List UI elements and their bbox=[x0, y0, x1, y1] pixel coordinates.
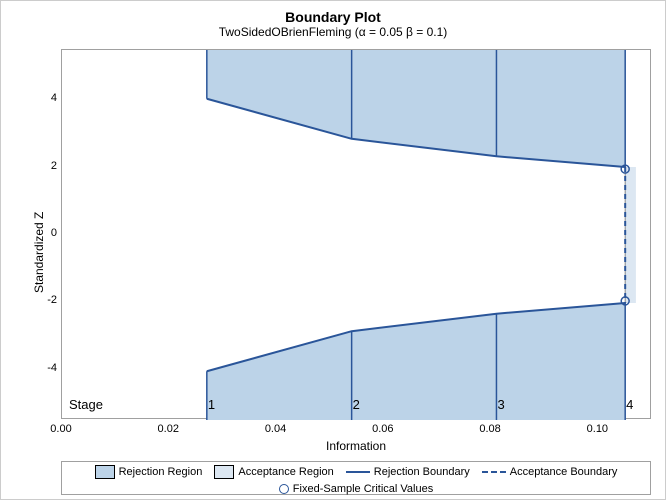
rejection-region-upper bbox=[207, 50, 625, 167]
legend-item: Fixed-Sample Critical Values bbox=[279, 483, 433, 495]
legend-label: Fixed-Sample Critical Values bbox=[293, 483, 433, 495]
legend: Rejection Region Acceptance Region Rejecti… bbox=[61, 461, 651, 495]
stage-number: 2 bbox=[353, 397, 360, 412]
legend-item: Acceptance Region bbox=[214, 465, 333, 479]
y-tick-label: -2 bbox=[27, 294, 57, 306]
legend-swatch-icon bbox=[95, 465, 115, 479]
stage-number: 4 bbox=[626, 397, 633, 412]
stage-number: 1 bbox=[208, 397, 215, 412]
legend-swatch-icon bbox=[214, 465, 234, 479]
legend-label: Acceptance Region bbox=[238, 466, 333, 478]
x-tick-label: 0.00 bbox=[41, 423, 81, 435]
plot-area bbox=[61, 49, 651, 419]
acceptance-region bbox=[625, 167, 636, 303]
legend-label: Acceptance Boundary bbox=[510, 466, 618, 478]
x-tick-label: 0.06 bbox=[363, 423, 403, 435]
stage-word: Stage bbox=[69, 397, 103, 412]
legend-circle-icon bbox=[279, 484, 289, 494]
legend-item: Acceptance Boundary bbox=[482, 466, 618, 478]
y-tick-label: 0 bbox=[27, 227, 57, 239]
y-tick-label: 2 bbox=[27, 160, 57, 172]
legend-label: Rejection Region bbox=[119, 466, 203, 478]
x-tick-label: 0.10 bbox=[577, 423, 617, 435]
legend-dash-icon bbox=[482, 471, 506, 473]
legend-item: Rejection Boundary bbox=[346, 466, 470, 478]
chart-container: Boundary Plot TwoSidedOBrienFleming (α =… bbox=[0, 0, 666, 500]
chart-subtitle: TwoSidedOBrienFleming (α = 0.05 β = 0.1) bbox=[1, 25, 665, 43]
y-tick-label: -4 bbox=[27, 362, 57, 374]
chart-title: Boundary Plot bbox=[1, 1, 665, 25]
rejection-region-lower bbox=[207, 303, 625, 420]
stage-number: 3 bbox=[497, 397, 504, 412]
x-tick-label: 0.04 bbox=[256, 423, 296, 435]
legend-item: Rejection Region bbox=[95, 465, 203, 479]
legend-label: Rejection Boundary bbox=[374, 466, 470, 478]
x-axis-label: Information bbox=[61, 439, 651, 453]
x-tick-label: 0.02 bbox=[148, 423, 188, 435]
plot-svg bbox=[62, 50, 652, 420]
y-tick-label: 4 bbox=[27, 92, 57, 104]
legend-line-icon bbox=[346, 471, 370, 473]
x-tick-label: 0.08 bbox=[470, 423, 510, 435]
